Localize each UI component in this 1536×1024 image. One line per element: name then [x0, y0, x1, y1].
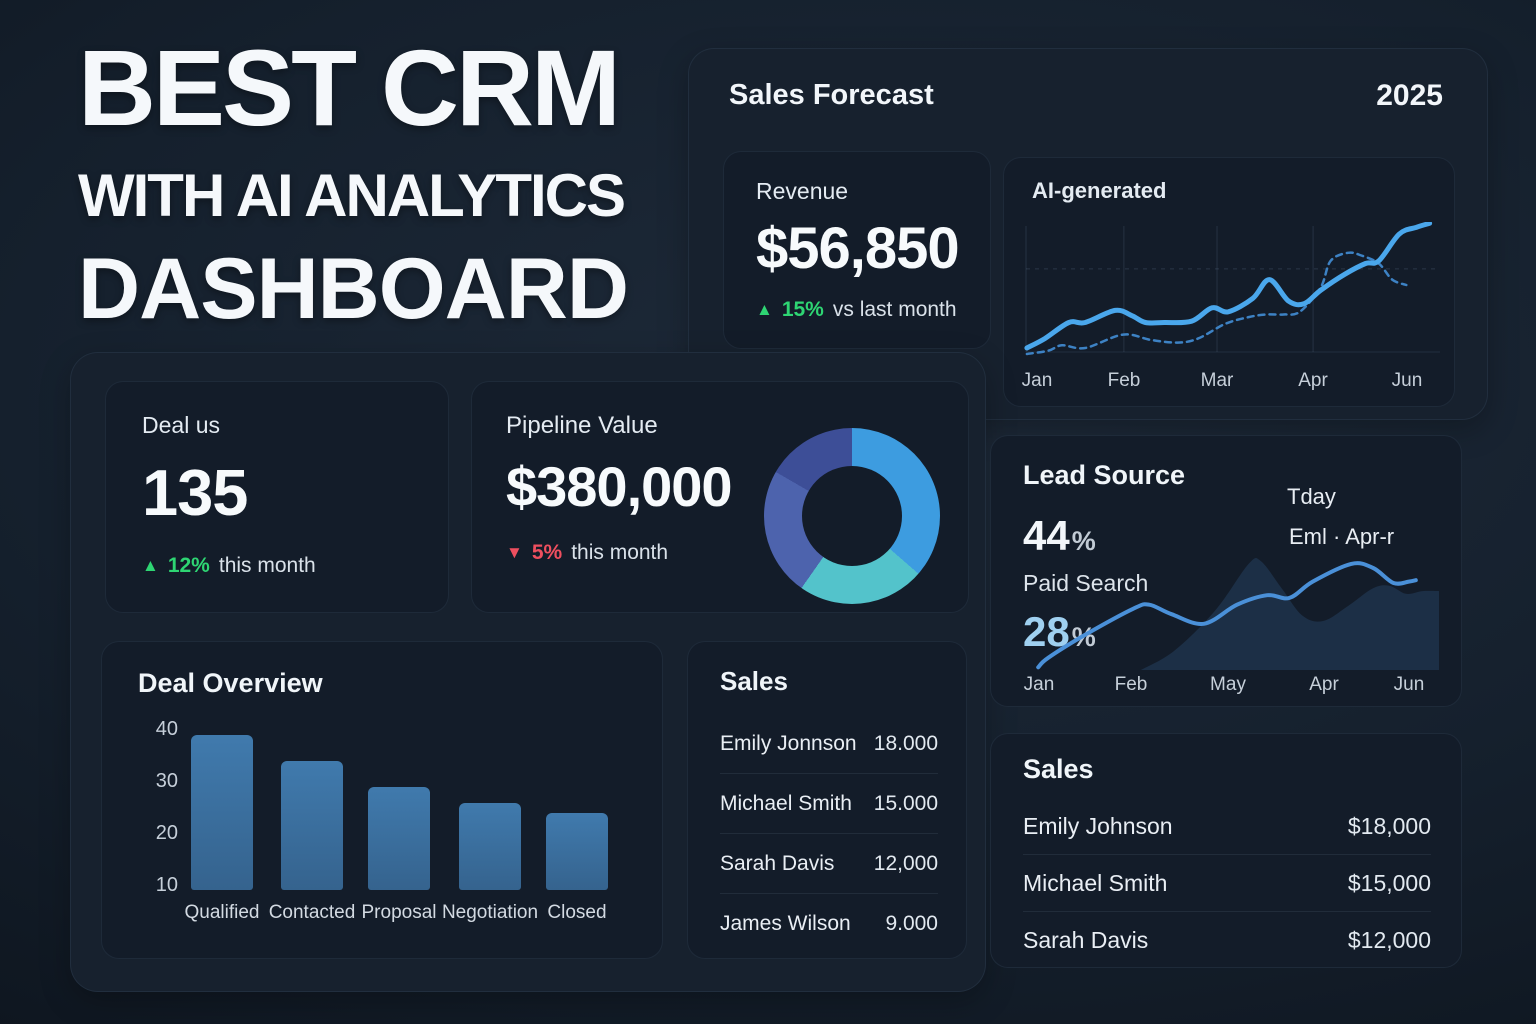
forecast-header: Sales Forecast 2025	[729, 79, 1443, 113]
percent-sign: %	[1071, 526, 1096, 556]
salesperson-name: Emily Jonnson	[720, 731, 857, 755]
lead-source-title: Lead Source	[1023, 460, 1186, 490]
salesperson-name: Sarah Davis	[720, 851, 835, 875]
deal-status-delta: ▲ 12% this month	[142, 554, 448, 578]
table-row: Emily Johnson $18,000	[1023, 798, 1431, 855]
revenue-delta-value: 15%	[781, 298, 824, 321]
sales-amount: $18,000	[1347, 812, 1431, 839]
pipeline-donut-chart	[764, 428, 940, 604]
month-label: Jan	[1023, 674, 1055, 695]
table-row: Michael Smith $15,000	[1023, 855, 1431, 912]
forecast-chart-card: AI-generated Jan Feb Mar Apr Jun	[1003, 157, 1455, 407]
deal-overview-bar-chart	[188, 724, 632, 890]
title-line-2: WITH AI ANALYTICS	[78, 162, 626, 229]
y-tick-label: 10	[155, 874, 178, 896]
sales-list-title: Sales	[720, 666, 788, 696]
sales-amount: 15.000	[873, 791, 938, 815]
revenue-label: Revenue	[756, 178, 849, 204]
month-label: Jun	[1393, 674, 1425, 695]
sales-summary-card: Sales Emily Johnson $18,000 Michael Smith $…	[990, 733, 1462, 968]
pipeline-value: $380,000	[506, 455, 733, 518]
deal-overview-bar	[459, 802, 521, 890]
page-title: BEST CRM WITH AI ANALYTICS DASHBOARD	[78, 27, 629, 337]
pipeline-delta: ▼ 5% this month	[506, 541, 968, 565]
pipeline-delta-suffix: this month	[571, 541, 669, 564]
lead-source-card: Lead Source 44% Paid Search 28% Tday Eml…	[990, 435, 1462, 707]
salesperson-name: Sarah Davis	[1023, 927, 1149, 953]
month-label: May	[1210, 674, 1246, 695]
sales-amount: 12,000	[873, 851, 938, 875]
forecast-month-axis: Jan Feb Mar Apr Jun	[1021, 370, 1440, 394]
deal-overview-title: Deal Overview	[138, 668, 323, 698]
lead-source-area-chart	[1036, 557, 1439, 670]
deal-overview-bar	[546, 813, 608, 890]
table-row: Emily Jonnson 18.000	[720, 714, 938, 774]
table-row: James Wilson 9.000	[720, 894, 938, 954]
up-triangle-icon: ▲	[142, 556, 159, 575]
up-triangle-icon: ▲	[756, 300, 773, 319]
y-tick-label: 40	[155, 718, 178, 740]
sales-amount: 9.000	[885, 912, 938, 935]
x-category-label: Closed	[547, 902, 607, 923]
lead-source-month-axis: Jan Feb May Apr Jun	[1023, 674, 1439, 698]
lead-source-stat-1: 44%	[1023, 512, 1096, 560]
x-category-label: Qualified	[184, 902, 260, 923]
down-triangle-icon: ▼	[506, 543, 523, 562]
month-label: Feb	[1107, 370, 1141, 391]
deal-status-delta-suffix: this month	[218, 554, 316, 577]
month-label: Apr	[1309, 674, 1339, 695]
deal-overview-bar	[191, 735, 253, 890]
month-label: Jan	[1021, 370, 1053, 391]
pipeline-delta-value: 5%	[531, 541, 563, 564]
month-label: Feb	[1114, 674, 1148, 695]
month-label: Jun	[1391, 370, 1423, 391]
forecast-chart-label: AI-generated	[1032, 178, 1167, 203]
lead-source-legend-top: Tday	[1287, 484, 1336, 509]
pipeline-value-card: Pipeline Value $380,000 ▼ 5% this month	[471, 381, 969, 613]
forecast-line-chart	[1024, 222, 1440, 356]
month-label: Apr	[1298, 370, 1328, 391]
sales-list-card: Sales Emily Jonnson 18.000 Michael Smith 15…	[687, 641, 967, 959]
sales-summary-title: Sales	[1023, 754, 1094, 784]
deal-status-value: 135	[142, 456, 248, 529]
sales-amount: $12,000	[1347, 927, 1431, 953]
lead-source-stat1-value: 44	[1023, 512, 1070, 559]
revenue-value: $56,850	[756, 216, 960, 281]
lead-source-legend-bottom: Eml · Apr-r	[1289, 524, 1395, 549]
table-row: Michael Smith 15.000	[720, 774, 938, 834]
title-line-3: DASHBOARD	[78, 241, 629, 337]
sales-amount: 18.000	[873, 731, 938, 755]
lead-source-stat1-label: Paid Search	[1023, 570, 1149, 596]
pipeline-title: Pipeline Value	[506, 412, 658, 439]
table-row: Sarah Davis $12,000	[1023, 912, 1431, 969]
y-tick-label: 20	[155, 822, 178, 844]
salesperson-name: Michael Smith	[720, 791, 852, 815]
title-line-1: BEST CRM	[78, 27, 621, 148]
revenue-card: Revenue $56,850 ▲ 15% vs last month	[723, 151, 991, 349]
metrics-container: Deal us 135 ▲ 12% this month Pipeline Va…	[70, 352, 986, 992]
forecast-year: 2025	[1376, 79, 1443, 112]
deal-status-delta-value: 12%	[167, 554, 210, 577]
sales-amount: $15,000	[1347, 869, 1431, 896]
y-tick-label: 30	[155, 770, 178, 792]
deal-status-title: Deal us	[142, 412, 220, 438]
salesperson-name: Emily Johnson	[1023, 812, 1173, 839]
deal-overview-bar	[281, 761, 343, 890]
deal-overview-card: Deal Overview 40 30 20 10 Qualified Contacte…	[101, 641, 663, 959]
x-category-label: Proposal	[361, 902, 437, 923]
table-row: Sarah Davis 12,000	[720, 834, 938, 894]
month-label: Mar	[1200, 370, 1234, 391]
salesperson-name: James Wilson	[720, 912, 851, 935]
revenue-delta: ▲ 15% vs last month	[756, 298, 990, 322]
sales-forecast-title: Sales Forecast	[729, 79, 934, 111]
x-category-label: Negotiation	[441, 902, 539, 923]
salesperson-name: Michael Smith	[1023, 869, 1168, 896]
deal-overview-bar	[368, 787, 430, 890]
sales-summary-list: Emily Johnson $18,000 Michael Smith $15,000…	[1023, 798, 1431, 969]
x-category-label: Contacted	[268, 902, 356, 923]
revenue-delta-suffix: vs last month	[832, 298, 957, 321]
deal-status-card: Deal us 135 ▲ 12% this month	[105, 381, 449, 613]
sales-mini-list: Emily Jonnson 18.000 Michael Smith 15.000 Sa…	[720, 714, 938, 954]
